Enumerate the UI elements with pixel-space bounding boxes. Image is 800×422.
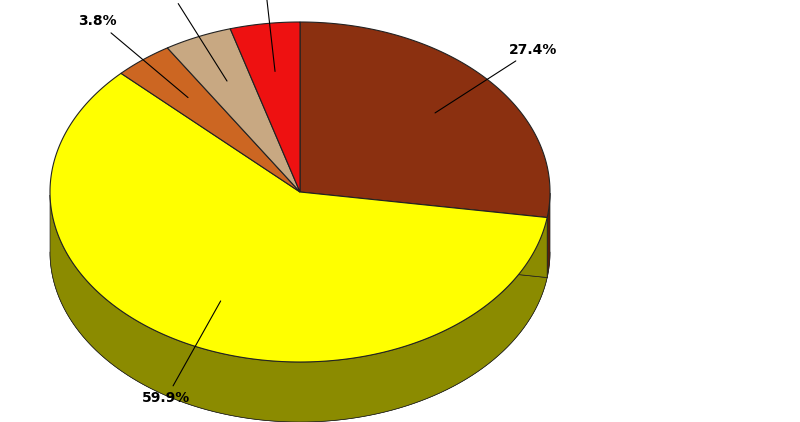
Polygon shape bbox=[50, 73, 547, 362]
Polygon shape bbox=[121, 48, 300, 192]
Text: 4.4%: 4.4% bbox=[151, 0, 227, 81]
Polygon shape bbox=[300, 192, 547, 278]
Text: 27.4%: 27.4% bbox=[435, 43, 558, 113]
Text: 4.5%: 4.5% bbox=[244, 0, 283, 71]
Polygon shape bbox=[50, 195, 547, 422]
Polygon shape bbox=[230, 22, 300, 192]
Text: 3.8%: 3.8% bbox=[78, 14, 188, 97]
Polygon shape bbox=[300, 22, 550, 217]
Text: 59.9%: 59.9% bbox=[142, 301, 221, 405]
Polygon shape bbox=[547, 193, 550, 278]
Polygon shape bbox=[300, 192, 547, 278]
Polygon shape bbox=[167, 29, 300, 192]
Polygon shape bbox=[50, 252, 550, 422]
